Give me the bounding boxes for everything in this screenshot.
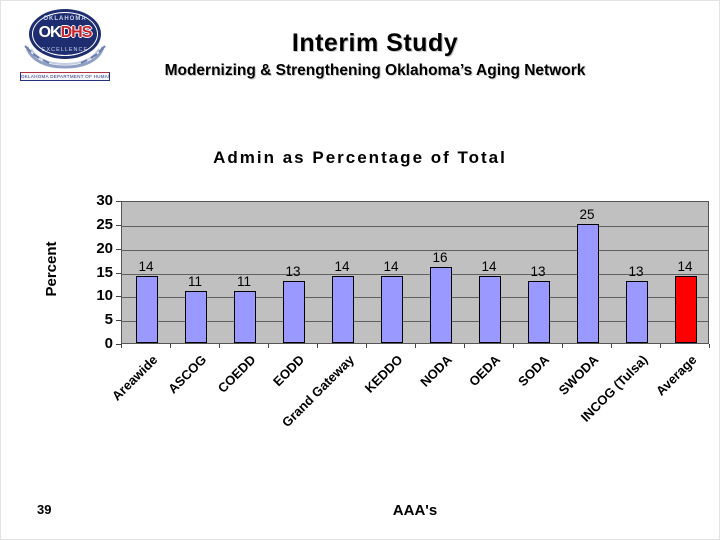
y-tick-mark bbox=[116, 320, 121, 321]
bar bbox=[234, 291, 256, 343]
bar bbox=[332, 276, 354, 343]
logo-wordmark: OKDHS bbox=[29, 25, 101, 41]
x-category-label: COEDD bbox=[214, 352, 259, 396]
x-tick-mark bbox=[513, 344, 514, 348]
y-tick-label: 5 bbox=[104, 311, 113, 328]
bar bbox=[381, 276, 403, 343]
logo-state-text: OKLAHOMA bbox=[43, 16, 87, 22]
x-tick-mark bbox=[709, 344, 710, 348]
bar-data-label: 14 bbox=[677, 259, 693, 274]
x-axis-title: AAA's bbox=[392, 502, 438, 519]
logo-motto-text: EXCELLENCE bbox=[41, 47, 89, 53]
x-tick-mark bbox=[170, 344, 171, 348]
x-category-label: Average bbox=[653, 352, 700, 399]
x-tick-mark bbox=[415, 344, 416, 348]
y-tick-label: 0 bbox=[104, 335, 113, 352]
x-category-label: Areawide bbox=[109, 352, 161, 404]
bar-data-label: 25 bbox=[579, 207, 595, 222]
y-tick-label: 20 bbox=[96, 240, 113, 257]
y-axis-title: Percent bbox=[43, 241, 60, 297]
okdhs-logo-oval: OKLAHOMA OKDHS EXCELLENCE bbox=[29, 9, 101, 59]
bar bbox=[479, 276, 501, 343]
bar bbox=[577, 224, 599, 343]
okdhs-logo: OKLAHOMA OKDHS EXCELLENCE OKLAHOMA DEPAR… bbox=[19, 9, 111, 81]
y-tick-mark bbox=[116, 344, 121, 345]
plot-area bbox=[121, 201, 709, 344]
x-tick-mark bbox=[219, 344, 220, 348]
y-tick-label: 30 bbox=[96, 192, 113, 209]
chart-title: Admin as Percentage of Total bbox=[213, 148, 507, 167]
x-category-label: EODD bbox=[270, 352, 308, 390]
x-category-label: SODA bbox=[515, 352, 553, 390]
logo-ok-text: OK bbox=[38, 24, 62, 41]
x-tick-mark bbox=[562, 344, 563, 348]
x-category-label: SWODA bbox=[555, 352, 602, 398]
bar-data-label: 14 bbox=[481, 259, 497, 274]
x-tick-mark bbox=[611, 344, 612, 348]
y-tick-mark bbox=[116, 249, 121, 250]
bar-data-label: 13 bbox=[285, 264, 301, 279]
logo-dhs-text: DHS bbox=[60, 24, 93, 41]
x-tick-mark bbox=[464, 344, 465, 348]
bar-data-label: 14 bbox=[334, 259, 350, 274]
y-tick-mark bbox=[116, 225, 121, 226]
title-block: Interim Study Modernizing & Strengthenin… bbox=[31, 29, 719, 80]
x-category-label: OEDA bbox=[466, 352, 504, 390]
gridline bbox=[122, 226, 708, 227]
bar-data-label: 16 bbox=[432, 250, 448, 265]
x-tick-mark bbox=[317, 344, 318, 348]
slide-subtitle: Modernizing & Strengthening Oklahoma’s A… bbox=[164, 62, 586, 79]
logo-ring bbox=[32, 12, 98, 56]
bar bbox=[528, 281, 550, 343]
y-tick-label: 25 bbox=[96, 216, 113, 233]
slide-title: Interim Study bbox=[291, 29, 459, 57]
x-tick-mark bbox=[366, 344, 367, 348]
x-category-label: NODA bbox=[416, 352, 455, 390]
bar bbox=[626, 281, 648, 343]
laurel-icon bbox=[24, 45, 106, 69]
x-category-label: KEDDO bbox=[361, 352, 406, 396]
bar bbox=[283, 281, 305, 343]
logo-banner-text: OKLAHOMA DEPARTMENT OF HUMAN SERVICES bbox=[20, 72, 110, 81]
bar-data-label: 14 bbox=[383, 259, 399, 274]
x-category-label: ASCOG bbox=[165, 352, 210, 397]
bar bbox=[185, 291, 207, 343]
gridline bbox=[122, 297, 708, 298]
y-tick-mark bbox=[116, 201, 121, 202]
bar-data-label: 11 bbox=[187, 274, 202, 289]
bar bbox=[136, 276, 158, 343]
gridline bbox=[122, 274, 708, 275]
bar-data-label: 11 bbox=[236, 274, 251, 289]
y-tick-label: 10 bbox=[96, 287, 113, 304]
bar bbox=[675, 276, 697, 343]
bar-data-label: 13 bbox=[628, 264, 644, 279]
gridline bbox=[122, 250, 708, 251]
y-tick-mark bbox=[116, 273, 121, 274]
bar-data-label: 13 bbox=[530, 264, 546, 279]
x-tick-mark bbox=[121, 344, 122, 348]
y-tick-label: 15 bbox=[96, 264, 113, 281]
bar-data-label: 14 bbox=[138, 259, 154, 274]
gridline bbox=[122, 321, 708, 322]
bar bbox=[430, 267, 452, 343]
page-number: 39 bbox=[37, 502, 52, 517]
x-tick-mark bbox=[660, 344, 661, 348]
x-tick-mark bbox=[268, 344, 269, 348]
y-tick-mark bbox=[116, 296, 121, 297]
